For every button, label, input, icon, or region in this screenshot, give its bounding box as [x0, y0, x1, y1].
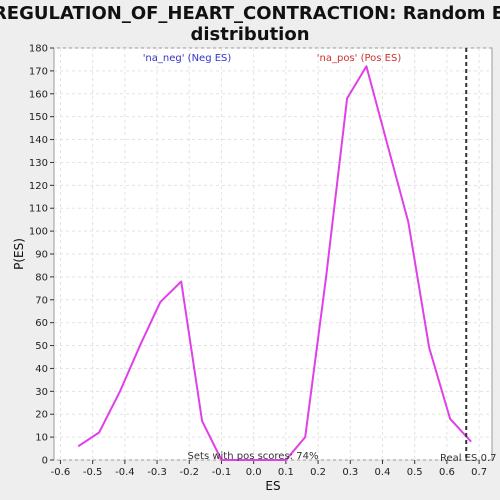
- x-tick-label: -0.4: [115, 467, 135, 478]
- chart-title-line2: distribution: [190, 24, 309, 45]
- y-tick-label: 20: [35, 410, 48, 421]
- x-tick-label: 0.1: [278, 467, 294, 478]
- chart-title-line1: REGULATION_OF_HEART_CONTRACTION: Random …: [0, 3, 500, 24]
- x-axis: -0.6 -0.5 -0.4 -0.3 -0.2 -0.1 0.0 0.1 0.2 0.3 0.4 0…: [51, 460, 487, 478]
- x-tick-label: 0.0: [246, 467, 262, 478]
- x-tick-label: 0.2: [310, 467, 326, 478]
- x-tick-label: -0.3: [147, 467, 167, 478]
- pos-es-label: 'na_pos' (Pos ES): [317, 53, 402, 64]
- x-tick-label: 0.4: [375, 467, 391, 478]
- y-tick-label: 50: [35, 341, 48, 352]
- y-tick-label: 140: [29, 135, 48, 146]
- x-axis-label: ES: [265, 479, 280, 493]
- y-tick-label: 90: [35, 250, 48, 261]
- x-tick-label: -0.5: [83, 467, 103, 478]
- pos-scores-label: Sets with pos scores: 74%: [188, 451, 319, 462]
- neg-es-label: 'na_neg' (Neg ES): [143, 53, 232, 64]
- x-tick-label: 0.6: [439, 467, 455, 478]
- y-tick-label: 150: [29, 112, 48, 123]
- x-tick-label: 0.7: [471, 467, 487, 478]
- real-es-label: Real ES 0.7: [440, 453, 496, 464]
- y-tick-label: 100: [29, 227, 48, 238]
- x-tick-label: 0.3: [342, 467, 358, 478]
- y-tick-label: 130: [29, 158, 48, 169]
- y-axis: 0 10 20 30 40 50 60 70 80 90 100 110 120 130 140 150 160…: [29, 44, 54, 467]
- x-tick-label: 0.5: [407, 467, 423, 478]
- x-tick-label: -0.6: [51, 467, 71, 478]
- y-tick-label: 180: [29, 44, 48, 55]
- y-tick-label: 60: [35, 318, 48, 329]
- y-tick-label: 170: [29, 66, 48, 77]
- y-tick-label: 40: [35, 364, 48, 375]
- y-tick-label: 120: [29, 181, 48, 192]
- y-tick-label: 110: [29, 204, 48, 215]
- x-tick-label: -0.2: [180, 467, 200, 478]
- y-tick-label: 70: [35, 295, 48, 306]
- x-tick-label: -0.1: [212, 467, 232, 478]
- y-tick-label: 160: [29, 89, 48, 100]
- y-axis-label: P(ES): [12, 238, 26, 270]
- y-tick-label: 80: [35, 272, 48, 283]
- y-tick-label: 10: [35, 433, 48, 444]
- y-tick-label: 0: [42, 456, 48, 467]
- y-tick-label: 30: [35, 387, 48, 398]
